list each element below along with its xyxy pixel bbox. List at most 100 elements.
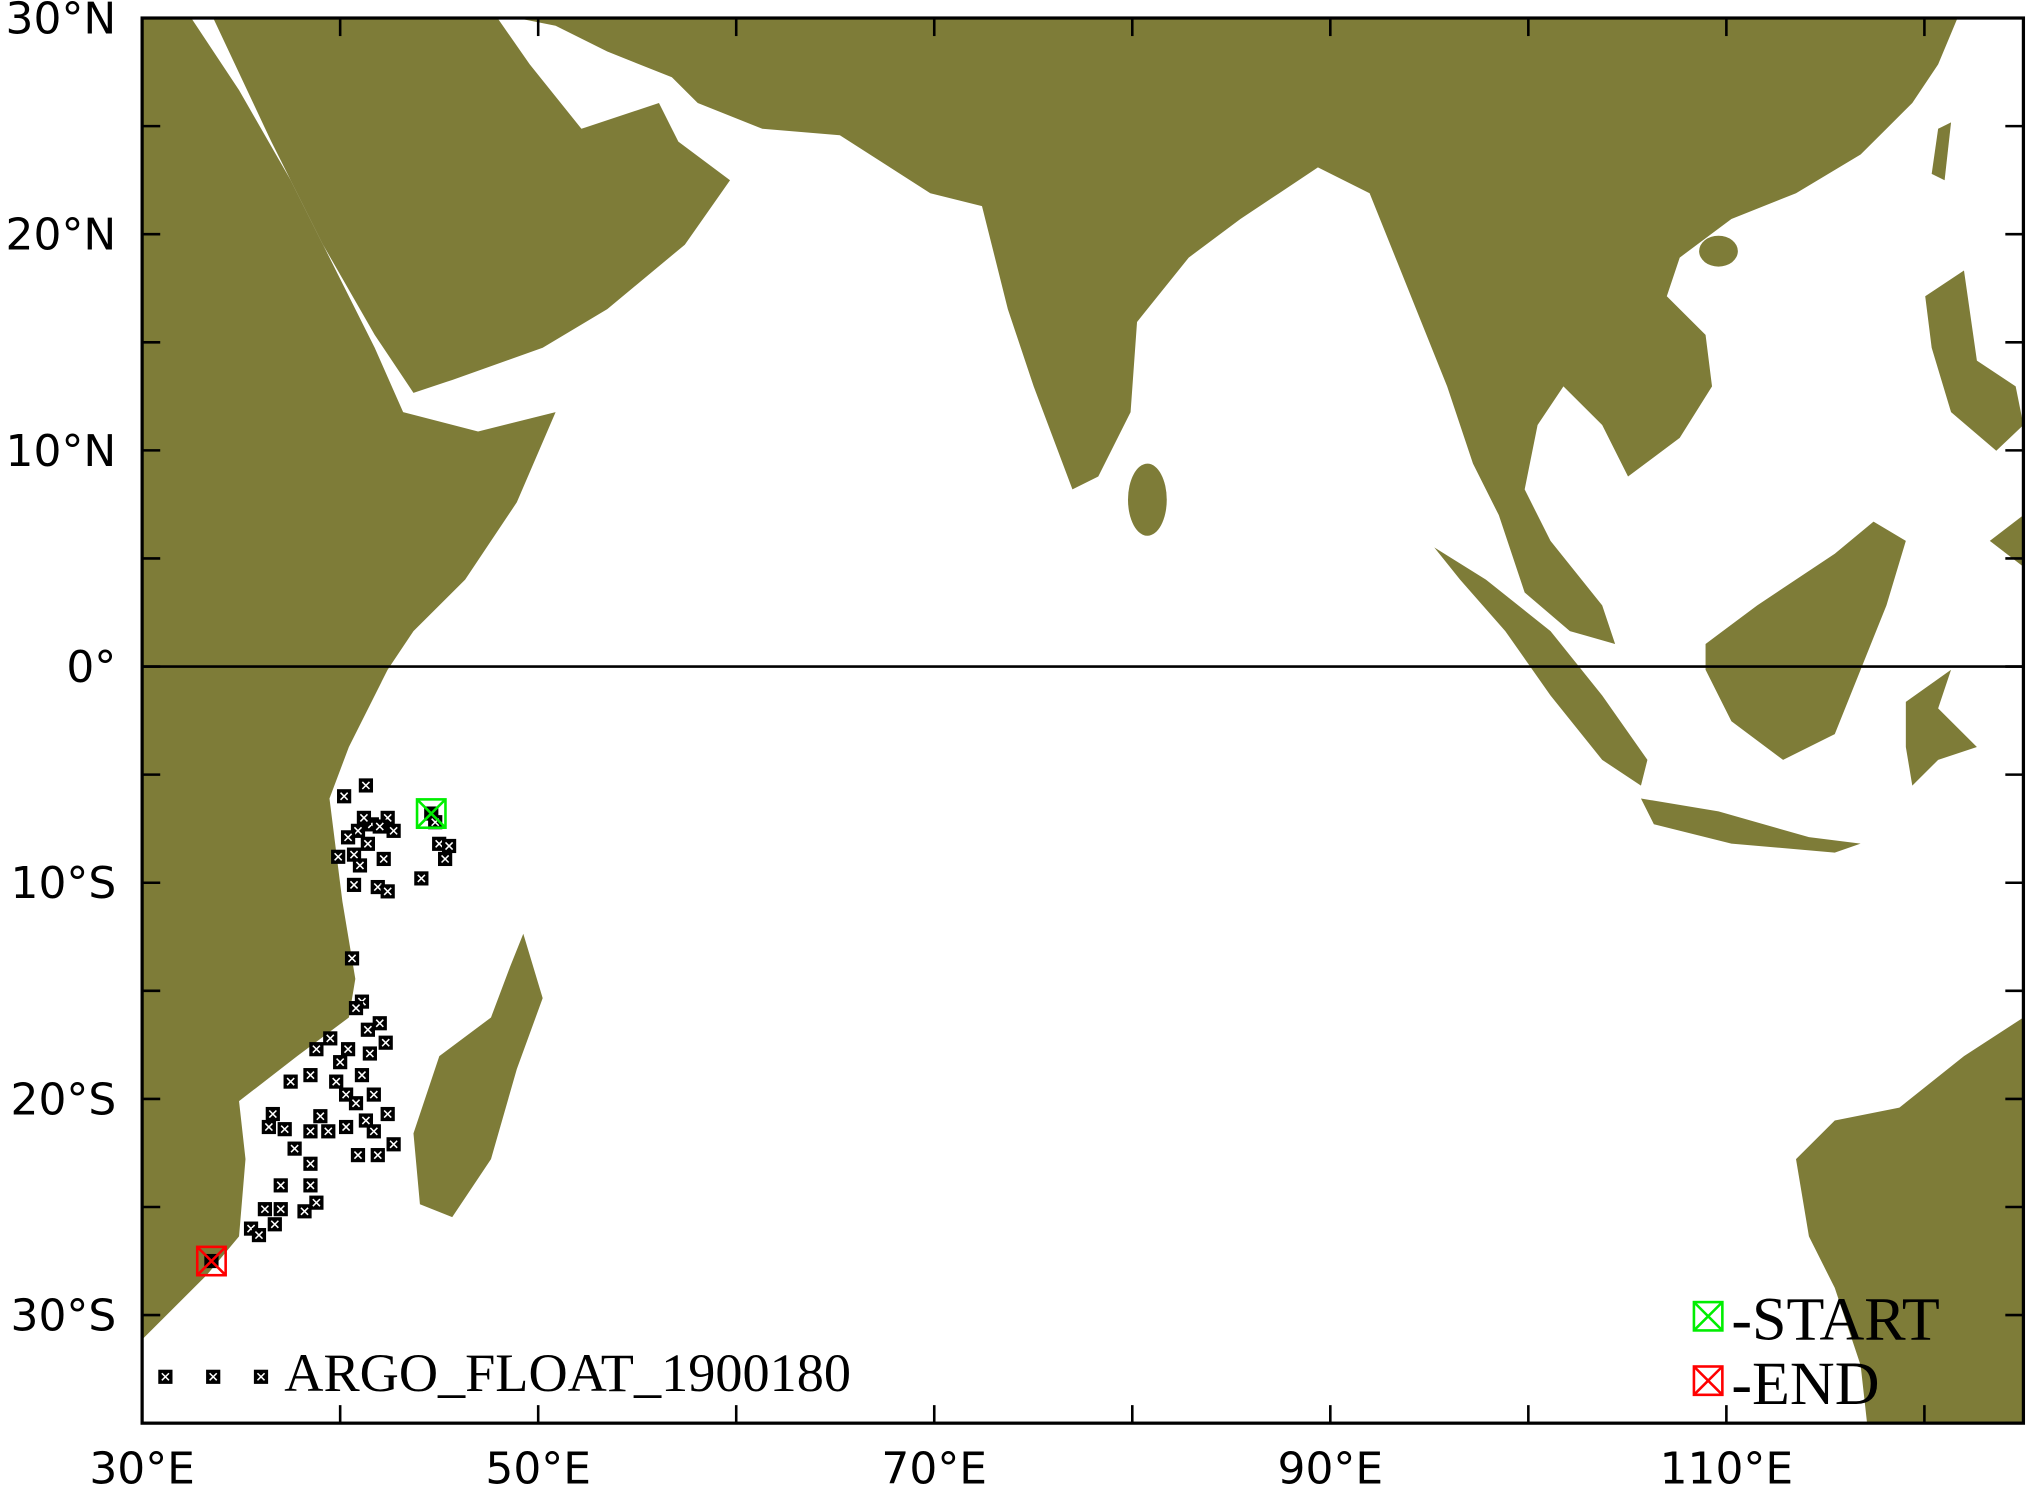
float-position-marker	[333, 1055, 348, 1070]
y-tick-label: 30°S	[11, 1291, 117, 1342]
float-position-marker	[261, 1119, 276, 1135]
float-legend-marker-icon	[158, 1369, 173, 1384]
start-marker	[415, 798, 447, 830]
start-marker-icon	[1692, 1300, 1724, 1332]
end-marker-icon	[1692, 1365, 1724, 1397]
x-tick-label: 30°E	[89, 1444, 195, 1494]
land-borneo	[1705, 521, 1906, 760]
float-position-marker	[287, 1141, 302, 1156]
float-position-marker	[372, 1016, 387, 1031]
float-position-marker	[340, 830, 356, 845]
float-position-marker	[348, 1096, 364, 1111]
map-frame	[140, 16, 2026, 1425]
float-position-marker	[372, 819, 387, 834]
float-position-marker	[309, 1042, 324, 1057]
x-tick-label: 70°E	[881, 1444, 987, 1494]
float-position-marker	[386, 1137, 401, 1152]
float-name-label: ARGO_FLOAT_1900180	[284, 1343, 851, 1403]
float-position-marker	[344, 951, 360, 966]
float-position-marker	[414, 871, 429, 886]
land-arabia	[213, 18, 731, 393]
float-track	[195, 778, 457, 1277]
float-position-marker	[329, 1074, 344, 1089]
float-position-marker	[331, 849, 346, 864]
float-position-marker	[386, 823, 401, 838]
y-tick-label: 10°S	[11, 858, 117, 909]
float-position-marker	[376, 851, 391, 867]
float-position-marker	[360, 836, 375, 851]
float-position-marker	[303, 1068, 318, 1083]
float-position-marker	[303, 1178, 318, 1193]
float-position-marker	[277, 1122, 292, 1137]
float-position-marker	[370, 1148, 385, 1163]
y-tick-label: 10°N	[6, 426, 117, 477]
float-position-marker	[267, 1217, 282, 1232]
float-position-marker	[303, 1124, 318, 1139]
y-tick-label: 20°N	[6, 210, 117, 261]
land-asia	[516, 18, 1958, 644]
float-position-marker	[360, 1022, 375, 1037]
start-end-legend: -START -END	[1692, 1286, 1940, 1418]
float-position-marker	[297, 1204, 312, 1219]
end-marker	[195, 1245, 227, 1277]
float-position-marker	[366, 1124, 381, 1139]
legend-end-label: -END	[1731, 1350, 1879, 1418]
float-position-marker	[323, 1031, 338, 1046]
float-position-marker	[346, 877, 362, 892]
y-tick-label: 30°N	[6, 0, 117, 44]
y-tick-label: 0°	[66, 642, 116, 693]
float-position-marker	[273, 1202, 288, 1217]
float-position-marker	[366, 1087, 381, 1102]
y-tick-label: 20°S	[11, 1074, 117, 1125]
float-position-marker	[338, 1119, 354, 1135]
legend-start-label: -START	[1731, 1286, 1939, 1354]
land-moluccas	[1989, 515, 2024, 567]
float-position-marker	[358, 778, 374, 793]
float-position-marker	[441, 838, 457, 854]
float-legend-markers	[158, 1369, 269, 1384]
float-position-marker	[438, 851, 453, 867]
x-tick-label: 110°E	[1660, 1444, 1794, 1494]
land-philippines	[1925, 270, 2024, 451]
land-australia	[1796, 1017, 2024, 1424]
float-legend-marker-icon	[253, 1369, 269, 1384]
land-sulawesi	[1905, 669, 1977, 786]
float-position-marker	[337, 789, 352, 804]
float-position-marker	[251, 1228, 267, 1243]
land-masses	[142, 18, 2024, 1424]
float-position-marker	[362, 1046, 377, 1061]
float-position-marker	[265, 1106, 280, 1122]
land-sri-lanka	[1127, 463, 1167, 536]
land-java	[1640, 798, 1861, 853]
float-position-marker	[350, 1148, 366, 1163]
float-position-marker	[313, 1109, 328, 1124]
float-position-marker	[358, 1113, 374, 1128]
end-legend-box	[1692, 1365, 1724, 1397]
float-position-marker	[352, 858, 368, 873]
float-position-marker	[273, 1178, 288, 1193]
float-legend-marker-icon	[206, 1369, 221, 1384]
float-position-marker	[428, 815, 443, 830]
float-legend: ARGO_FLOAT_1900180	[158, 1343, 851, 1403]
float-position-marker	[354, 1068, 370, 1083]
float-position-marker	[309, 1195, 324, 1210]
axis-ticks: 30°E 50°E 70°E 90°E 110°E 30°N 20°N 10°N 0° 10°S 2…	[6, 0, 2024, 1494]
float-position-marker	[356, 810, 372, 825]
float-position-marker	[380, 1106, 395, 1122]
x-tick-label: 50°E	[485, 1444, 591, 1494]
float-position-marker	[380, 884, 395, 899]
float-position-marker	[257, 1202, 273, 1217]
float-position-marker	[303, 1156, 318, 1171]
float-position-marker	[340, 1042, 356, 1057]
float-position-marker	[348, 1001, 364, 1016]
start-legend-box	[1692, 1300, 1724, 1332]
land-madagascar	[413, 933, 543, 1218]
float-position-marker	[283, 1074, 298, 1089]
float-position-marker	[346, 847, 362, 862]
x-tick-label: 90°E	[1277, 1444, 1383, 1494]
land-hainan	[1699, 235, 1738, 267]
land-africa	[142, 18, 556, 1340]
float-position-marker	[378, 1035, 393, 1050]
land-taiwan	[1931, 122, 1952, 181]
